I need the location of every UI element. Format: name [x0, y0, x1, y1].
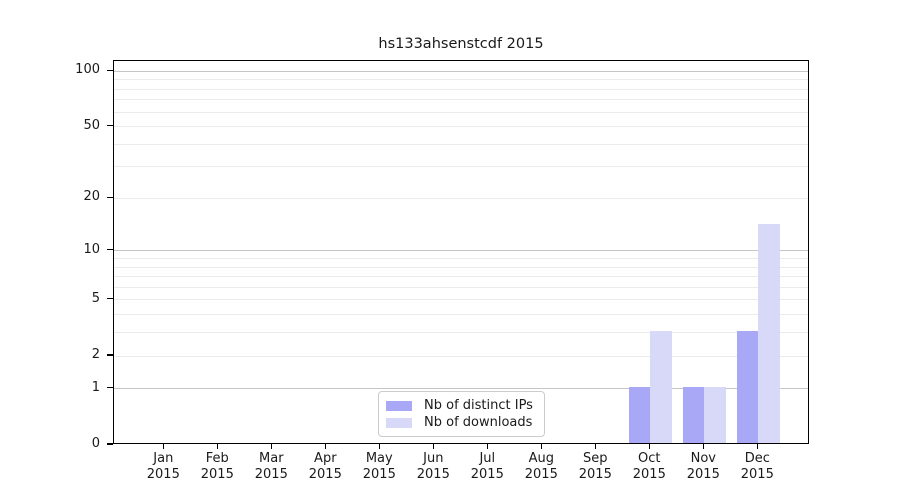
minor-gridline [114, 99, 808, 101]
x-tick-label-jul: Jul 2015 [457, 451, 517, 482]
y-tick-mark [107, 298, 113, 300]
minor-gridline [114, 266, 808, 268]
x-tick-year: 2015 [254, 466, 288, 482]
chart-title: hs133ahsenstcdf 2015 [378, 36, 544, 52]
legend-label-distinct-ips: Nb of distinct IPs [424, 398, 533, 413]
x-tick-year: 2015 [146, 466, 180, 482]
legend-item-distinct-ips: Nb of distinct IPs [386, 398, 536, 413]
major-gridline [114, 250, 808, 252]
x-tick-month: Dec [744, 451, 770, 466]
x-tick-mark [594, 444, 596, 449]
x-tick-month: Oct [638, 451, 661, 466]
bar-distinct-ips-oct [628, 386, 651, 443]
x-tick-month: Jan [153, 451, 174, 466]
x-tick-mark [270, 444, 272, 449]
x-tick-mark [540, 444, 542, 449]
legend-swatch-downloads-icon [386, 417, 412, 428]
x-tick-month: Apr [314, 451, 337, 466]
y-tick-mark [107, 387, 113, 389]
bar-downloads-nov [704, 386, 726, 443]
y-tick-mark [107, 196, 113, 198]
y-tick-label: 0 [91, 436, 100, 451]
minor-gridline [114, 276, 808, 278]
x-tick-month: May [365, 451, 393, 466]
minor-gridline [114, 79, 808, 81]
x-tick-year: 2015 [632, 466, 666, 482]
y-tick-label: 5 [91, 290, 100, 306]
x-tick-month: Mar [259, 451, 284, 466]
x-tick-mark [216, 444, 218, 449]
minor-gridline [114, 355, 808, 357]
legend: Nb of distinct IPs Nb of downloads [378, 391, 545, 437]
x-tick-label-jun: Jun 2015 [403, 451, 463, 482]
y-tick-mark [107, 354, 113, 356]
minor-gridline [114, 299, 808, 301]
bar-downloads-dec [758, 223, 780, 443]
x-tick-label-jan: Jan 2015 [133, 451, 193, 482]
bar-distinct-ips-nov [682, 386, 705, 443]
major-gridline [114, 70, 808, 72]
x-tick-mark [648, 444, 650, 449]
y-tick-mark [107, 124, 113, 127]
plot-area [113, 60, 809, 444]
y-tick-label: 2 [91, 347, 100, 363]
y-tick-label: 100 [75, 62, 100, 78]
legend-item-downloads: Nb of downloads [386, 415, 536, 430]
minor-gridline [114, 332, 808, 334]
legend-label-downloads: Nb of downloads [424, 415, 533, 430]
x-tick-mark [702, 444, 704, 449]
minor-gridline [114, 286, 808, 288]
y-tick-mark [107, 443, 113, 445]
x-tick-month: Jul [479, 451, 496, 466]
x-tick-label-oct: Oct 2015 [619, 451, 679, 482]
x-tick-label-aug: Aug 2015 [511, 451, 571, 482]
x-tick-month: Jun [423, 451, 444, 466]
x-tick-label-mar: Mar 2015 [241, 451, 301, 482]
bar-downloads-oct [650, 330, 672, 443]
x-tick-mark [432, 444, 434, 449]
minor-gridline [114, 258, 808, 259]
x-tick-label-may: May 2015 [349, 451, 409, 482]
x-tick-month: Feb [205, 451, 229, 466]
y-tick-label: 50 [83, 117, 100, 133]
x-tick-year: 2015 [308, 466, 342, 482]
x-tick-year: 2015 [686, 466, 720, 482]
x-tick-year: 2015 [200, 466, 234, 482]
legend-swatch-distinct-ips-icon [386, 400, 412, 411]
x-tick-label-dec: Dec 2015 [727, 451, 787, 482]
x-tick-label-feb: Feb 2015 [187, 451, 247, 482]
x-tick-mark [378, 444, 380, 449]
x-tick-mark [324, 444, 326, 449]
x-tick-label-apr: Apr 2015 [295, 451, 355, 482]
y-tick-mark [107, 249, 113, 251]
x-tick-year: 2015 [578, 466, 612, 482]
minor-gridline [114, 126, 808, 128]
minor-gridline [114, 314, 808, 316]
y-tick-mark [107, 69, 113, 71]
x-tick-mark [756, 444, 758, 449]
bar-distinct-ips-dec [736, 330, 759, 443]
x-tick-year: 2015 [470, 466, 504, 482]
x-tick-year: 2015 [416, 466, 450, 482]
x-tick-mark [486, 444, 488, 449]
minor-gridline [114, 111, 808, 113]
x-tick-label-sep: Sep 2015 [565, 451, 625, 482]
y-tick-label: 10 [83, 241, 100, 257]
minor-gridline [114, 88, 808, 90]
minor-gridline [114, 197, 808, 199]
x-tick-mark [162, 444, 164, 449]
x-tick-year: 2015 [740, 466, 774, 482]
x-tick-year: 2015 [362, 466, 396, 482]
x-tick-month: Aug [528, 451, 554, 466]
x-tick-year: 2015 [524, 466, 558, 482]
y-tick-label: 1 [91, 379, 100, 395]
y-tick-label: 20 [83, 189, 100, 205]
x-tick-month: Sep [583, 451, 608, 466]
x-tick-month: Nov [690, 451, 716, 466]
x-tick-label-nov: Nov 2015 [673, 451, 733, 482]
major-gridline [114, 388, 808, 390]
minor-gridline [114, 143, 808, 145]
minor-gridline [114, 166, 808, 168]
